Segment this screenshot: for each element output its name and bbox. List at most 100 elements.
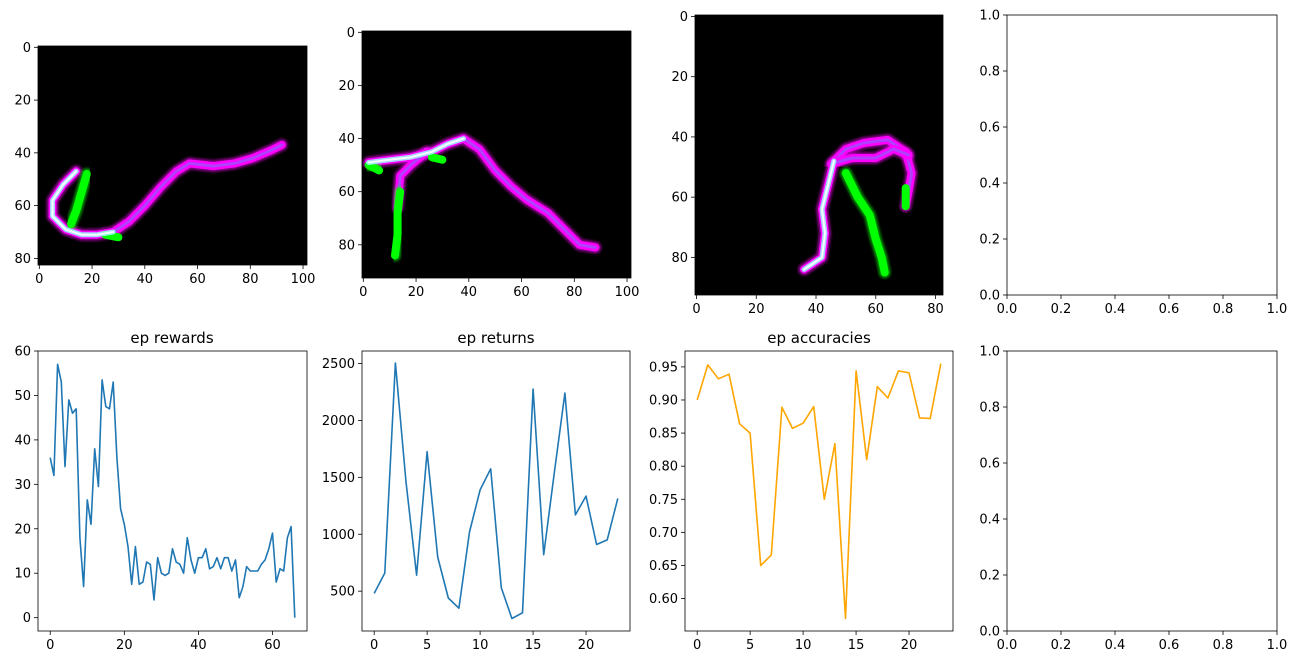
y-tick-label: 0.70 — [649, 526, 678, 541]
chart-title: ep accuracies — [767, 329, 871, 347]
x-tick-label: 0.6 — [1159, 302, 1180, 317]
y-tick-label: 80 — [671, 251, 688, 266]
y-tick-label: 0.95 — [649, 360, 678, 375]
x-tick-label: 0.4 — [1105, 638, 1126, 653]
x-tick-label: 0 — [370, 638, 378, 653]
y-tick-label: 30 — [14, 478, 31, 493]
x-tick-label: 0.8 — [1213, 638, 1234, 653]
x-tick-label: 40 — [137, 272, 154, 287]
y-tick-label: 0.0 — [979, 625, 1000, 640]
chart-plot: 0 20 40 60 0 10 20 30 40 50 60 — [14, 345, 296, 653]
y-tick-label: 0.85 — [649, 427, 678, 442]
x-tick-label: 100 — [615, 285, 640, 300]
y-tick-label: 20 — [14, 94, 31, 109]
x-tick-label: 80 — [927, 302, 944, 317]
chart-plot: 0 5 10 15 20 500 1000 1500 2000 2500 — [322, 357, 619, 653]
y-tick-label: 0.6 — [979, 457, 1000, 472]
axes-frame — [684, 350, 954, 632]
image-axes: 0 20 40 60 80 0 20 40 60 80 — [671, 10, 943, 317]
stroke-path — [427, 153, 447, 164]
stroke-path — [841, 169, 889, 277]
y-tick-label: 0 — [680, 10, 688, 25]
axes-frame — [37, 350, 308, 632]
x-tick-label: 0.4 — [1105, 302, 1126, 317]
y-tick-label: 0.4 — [979, 177, 1000, 192]
stroke-lines — [362, 132, 602, 262]
x-tick-label: 20 — [84, 272, 101, 287]
x-tick-label: 15 — [525, 638, 542, 653]
y-tick-label: 60 — [338, 185, 355, 200]
axes-frame — [37, 45, 308, 266]
y-tick-label: 0.90 — [649, 393, 678, 408]
axes-frame — [1006, 350, 1278, 632]
image-axes: 0 20 40 60 80 100 0 20 40 60 80 — [14, 41, 315, 287]
x-tick-label: 100 — [291, 272, 316, 287]
y-tick-label: 0.8 — [979, 401, 1000, 416]
stroke-path — [391, 187, 405, 260]
y-tick-label: 60 — [671, 191, 688, 206]
stroke-highlight-core — [51, 170, 115, 236]
y-tick-label: 500 — [330, 585, 355, 600]
chart-title: ep returns — [457, 329, 534, 347]
stroke-highlight-core — [803, 160, 835, 271]
y-tick-label: 40 — [338, 132, 355, 147]
y-tick-label: 0.75 — [649, 493, 678, 508]
y-tick-label: 1.0 — [979, 9, 1000, 24]
y-tick-label: 40 — [14, 433, 31, 448]
x-tick-label: 1.0 — [1267, 302, 1288, 317]
series-line — [696, 363, 942, 620]
x-tick-label: 80 — [566, 285, 583, 300]
stroke-image-panel-2: 0 20 40 60 80 100 0 20 40 60 80 — [338, 26, 639, 300]
y-tick-label: 0 — [23, 41, 31, 56]
image-axes: 0 20 40 60 80 100 0 20 40 60 80 — [338, 26, 639, 300]
x-tick-label: 1.0 — [1267, 638, 1288, 653]
y-tick-label: 0.4 — [979, 513, 1000, 528]
series-line — [49, 363, 296, 618]
x-tick-label: 0.2 — [1051, 302, 1072, 317]
stroke-path — [67, 170, 91, 229]
series-line — [373, 362, 619, 620]
y-tick-label: 40 — [14, 146, 31, 161]
x-tick-label: 0.8 — [1213, 302, 1234, 317]
x-tick-label: 0.0 — [997, 638, 1018, 653]
y-tick-label: 0.2 — [979, 233, 1000, 248]
y-tick-label: 80 — [14, 252, 31, 267]
x-tick-label: 60 — [513, 285, 530, 300]
x-tick-label: 0 — [46, 638, 54, 653]
ep-returns-chart: ep returns 0 5 10 15 20 500 1000 1500 2000 2500 — [322, 329, 631, 653]
y-tick-label: 1.0 — [979, 345, 1000, 360]
x-tick-label: 0 — [35, 272, 43, 287]
y-tick-label: 0.0 — [979, 289, 1000, 304]
x-tick-label: 0.0 — [997, 302, 1018, 317]
x-tick-label: 15 — [848, 638, 865, 653]
x-tick-label: 60 — [189, 272, 206, 287]
stroke-image-panel-3: 0 20 40 60 80 0 20 40 60 80 — [671, 10, 943, 317]
y-tick-label: 0.65 — [649, 559, 678, 574]
y-tick-label: 50 — [14, 389, 31, 404]
axes-frame — [694, 14, 944, 296]
stroke-core — [829, 147, 911, 166]
x-tick-label: 0 — [692, 302, 700, 317]
y-tick-label: 80 — [338, 238, 355, 253]
y-tick-label: 2000 — [322, 414, 355, 429]
x-tick-label: 80 — [242, 272, 259, 287]
y-tick-label: 1500 — [322, 471, 355, 486]
axes-frame — [1006, 14, 1278, 296]
stroke-highlight-core — [367, 137, 465, 164]
y-tick-label: 10 — [14, 567, 31, 582]
x-tick-label: 0 — [693, 638, 701, 653]
x-tick-label: 40 — [808, 302, 825, 317]
x-tick-label: 0.2 — [1051, 638, 1072, 653]
x-tick-label: 20 — [578, 638, 595, 653]
stroke-lines — [46, 138, 288, 244]
y-tick-label: 0.60 — [649, 592, 678, 607]
y-tick-label: 20 — [671, 70, 688, 85]
axes-frame — [361, 350, 631, 632]
y-tick-label: 1000 — [322, 528, 355, 543]
x-tick-label: 5 — [423, 638, 431, 653]
x-tick-label: 20 — [116, 638, 133, 653]
y-tick-label: 0.8 — [979, 65, 1000, 80]
x-tick-label: 20 — [408, 285, 425, 300]
x-tick-label: 0.6 — [1159, 638, 1180, 653]
